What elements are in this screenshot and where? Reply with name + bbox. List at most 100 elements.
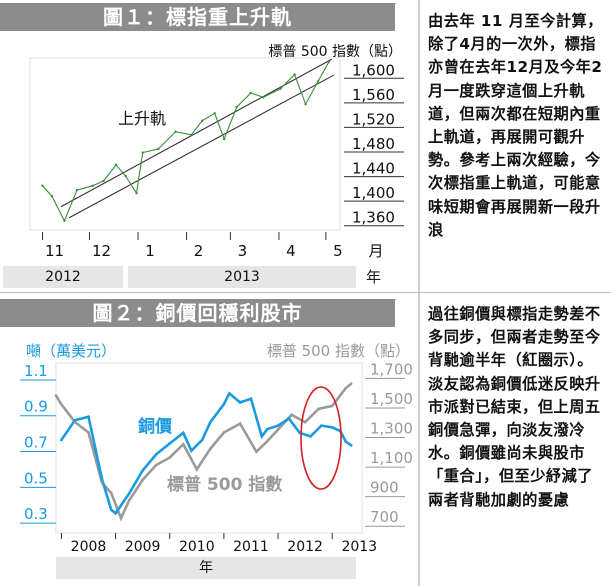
chart-2-copper-point [276,424,280,427]
chart-2-copper-point [141,469,144,472]
panel-1: 圖１：標指重上升軌 標普 500 指數（點） 1,600 1,560 1,520 1,… [0,0,611,292]
chart-2-ytick-left-label: 1.1 [24,362,48,380]
chart-1-data-point [249,91,252,95]
chart-2-sp500-point [109,491,113,495]
chart-1-data-point [222,137,226,141]
chart-1-data-point [174,130,177,133]
chart-1-data-point [124,174,127,178]
chart-1-data-point [102,179,105,183]
chart-2-sp500-point [317,407,320,411]
chart-2-copper-point [87,415,90,418]
chart-2-copper-point [181,431,185,435]
chart-2-ytick-left-label: 0.3 [24,505,48,523]
chart-2-year-unit: 年 [199,560,213,576]
chart-2-sp500-point [265,440,269,443]
chart-2-ytick-right-label: 700 [370,508,399,526]
chart-2-copper-point [238,401,242,404]
chart-2-xtick-label: 2010 [179,539,215,555]
chart-2-ytick-right-label: 1,100 [370,449,413,467]
chart-2-copper-point [190,449,193,452]
chart-1-data-point [141,151,144,154]
chart-1-data-point [262,96,265,99]
chart-2-copper-point [260,435,264,438]
chart-1-xtick-label: 4 [286,242,296,260]
chart-1-ylabel: 標普 500 指數（點） [268,44,402,60]
chart-1-data-point [213,112,216,115]
chart-1-ytick-label: 1,440 [352,160,395,178]
chart-1-xtick-label: 3 [238,242,248,260]
chart-1-data-point [327,60,331,63]
chart-2-ytick-right-label: 1,700 [370,360,413,378]
red-circle-annotation [300,386,342,490]
chart-2-copper-point [330,426,334,429]
chart-2-sp500-point [100,481,104,485]
chart-1-ytick-label: 1,560 [352,86,395,104]
panel-2-text: 過往銅價與標指走勢差不多同步，但兩者走勢至今背馳逾半年（紅圈示）。淡友認為銅價低… [420,293,611,586]
chart-2-ylabel-left: 噸（萬美元） [26,342,116,360]
chart-2-copper-point [222,402,226,406]
chart-2-ytick-left-label: 0.7 [24,434,48,452]
chart-2-copper-point [249,397,253,401]
chart-1-data-point [279,87,282,90]
chart-2-svg: 噸（萬美元） 標普 500 指數（點） 1.1 0.9 0.7 0.5 0.3 1,70… [20,342,413,555]
chart-1-series-line [42,61,330,223]
chart-1-xtick-label: 12 [92,242,111,260]
chart-1-ytick-label: 1,520 [352,110,395,128]
chart-1-data-point [63,219,66,222]
chart-2-sp500-point [303,420,307,424]
chart-1-data-point [91,184,94,187]
chart-1-xtick-label: 1 [145,242,155,260]
chart-2-ytick-right-label: 1,300 [370,420,413,438]
chart-2-year-unit-row: 年 [56,557,356,579]
panel-2-paragraph: 過往銅價與標指走勢差不多同步，但兩者走勢至今背馳逾半年（紅圈示）。淡友認為銅價低… [428,305,601,509]
chart-2-sp500-point [60,403,63,406]
chart-2-copper-point [349,444,353,447]
chart-1-data-point [114,163,118,167]
chart-2-xtick-label: 2013 [341,539,377,555]
chart-2-sp500-point [127,499,131,502]
chart-2-sp500-point [168,456,172,459]
chart-2-annotation-sp500: 標普 500 指數 [167,474,282,495]
chart-2-xtick-label: 2008 [71,539,107,555]
chart-2-xtick-label: 2011 [233,539,269,555]
chart-2-ytick-right-label: 1,500 [370,390,413,408]
chart-2-copper-point [73,418,77,422]
panel-2: 圖２：銅價回穩利股市 噸（萬美元） 標普 500 指數（點） 1.1 0.9 0.7… [0,293,611,586]
chart-1-data-point [135,191,138,195]
chart-2-copper-point [100,478,104,481]
chart-2-sp500-point [344,386,348,390]
chart-1-data-point [293,73,296,76]
chart-1-xtick-label: 5 [333,242,343,260]
chart-2-sp500-point [255,450,258,453]
chart-2-sp500-point [73,420,77,424]
chart-2-ylabel-right: 標普 500 指數（點） [267,342,410,360]
chart-2-copper-point [114,512,117,515]
chart-1-x-unit: 月 [368,242,383,260]
chart-2-sp500-point [330,404,334,408]
uptrend-channel-upper [60,58,333,208]
chart-1-svg: 標普 500 指數（點） 1,600 1,560 1,520 1,480 1,440 1,… [29,44,404,260]
chart-2-sp500-point [87,431,90,434]
chart-1-area: 圖１：標指重上升軌 標普 500 指數（點） 1,600 1,560 1,520 1,… [0,0,418,292]
chart-1-title-bar: 圖１：標指重上升軌 [0,0,418,33]
chart-2-copper-point [109,508,113,512]
chart-2-sp500-point [290,413,293,417]
chart-2-sp500-point [54,394,58,397]
chart-2-sp500-point [209,447,212,451]
chart-1-data-point [316,80,320,83]
chart-1-data-point [157,147,160,151]
chart-2-sp500-point [238,422,242,425]
chart-2-sp500-point [195,468,199,471]
chart-2-copper-point [228,392,231,395]
uptrend-channel-lower [68,74,334,219]
chart-1-ytick-label: 1,600 [352,61,395,79]
chart-1-year-2012: 2012 [3,266,123,288]
chart-2-sp500-point [181,443,185,446]
chart-1-data-point [50,195,54,198]
chart-1-xtick-label: 11 [45,242,64,260]
chart-2-ytick-left-label: 0.9 [24,398,48,416]
chart-2-sp500-point [222,431,226,434]
chart-2-annotation-copper: 銅價 [138,416,173,437]
chart-1-data-point [75,188,79,192]
chart-1-ytick-label: 1,360 [352,209,395,227]
